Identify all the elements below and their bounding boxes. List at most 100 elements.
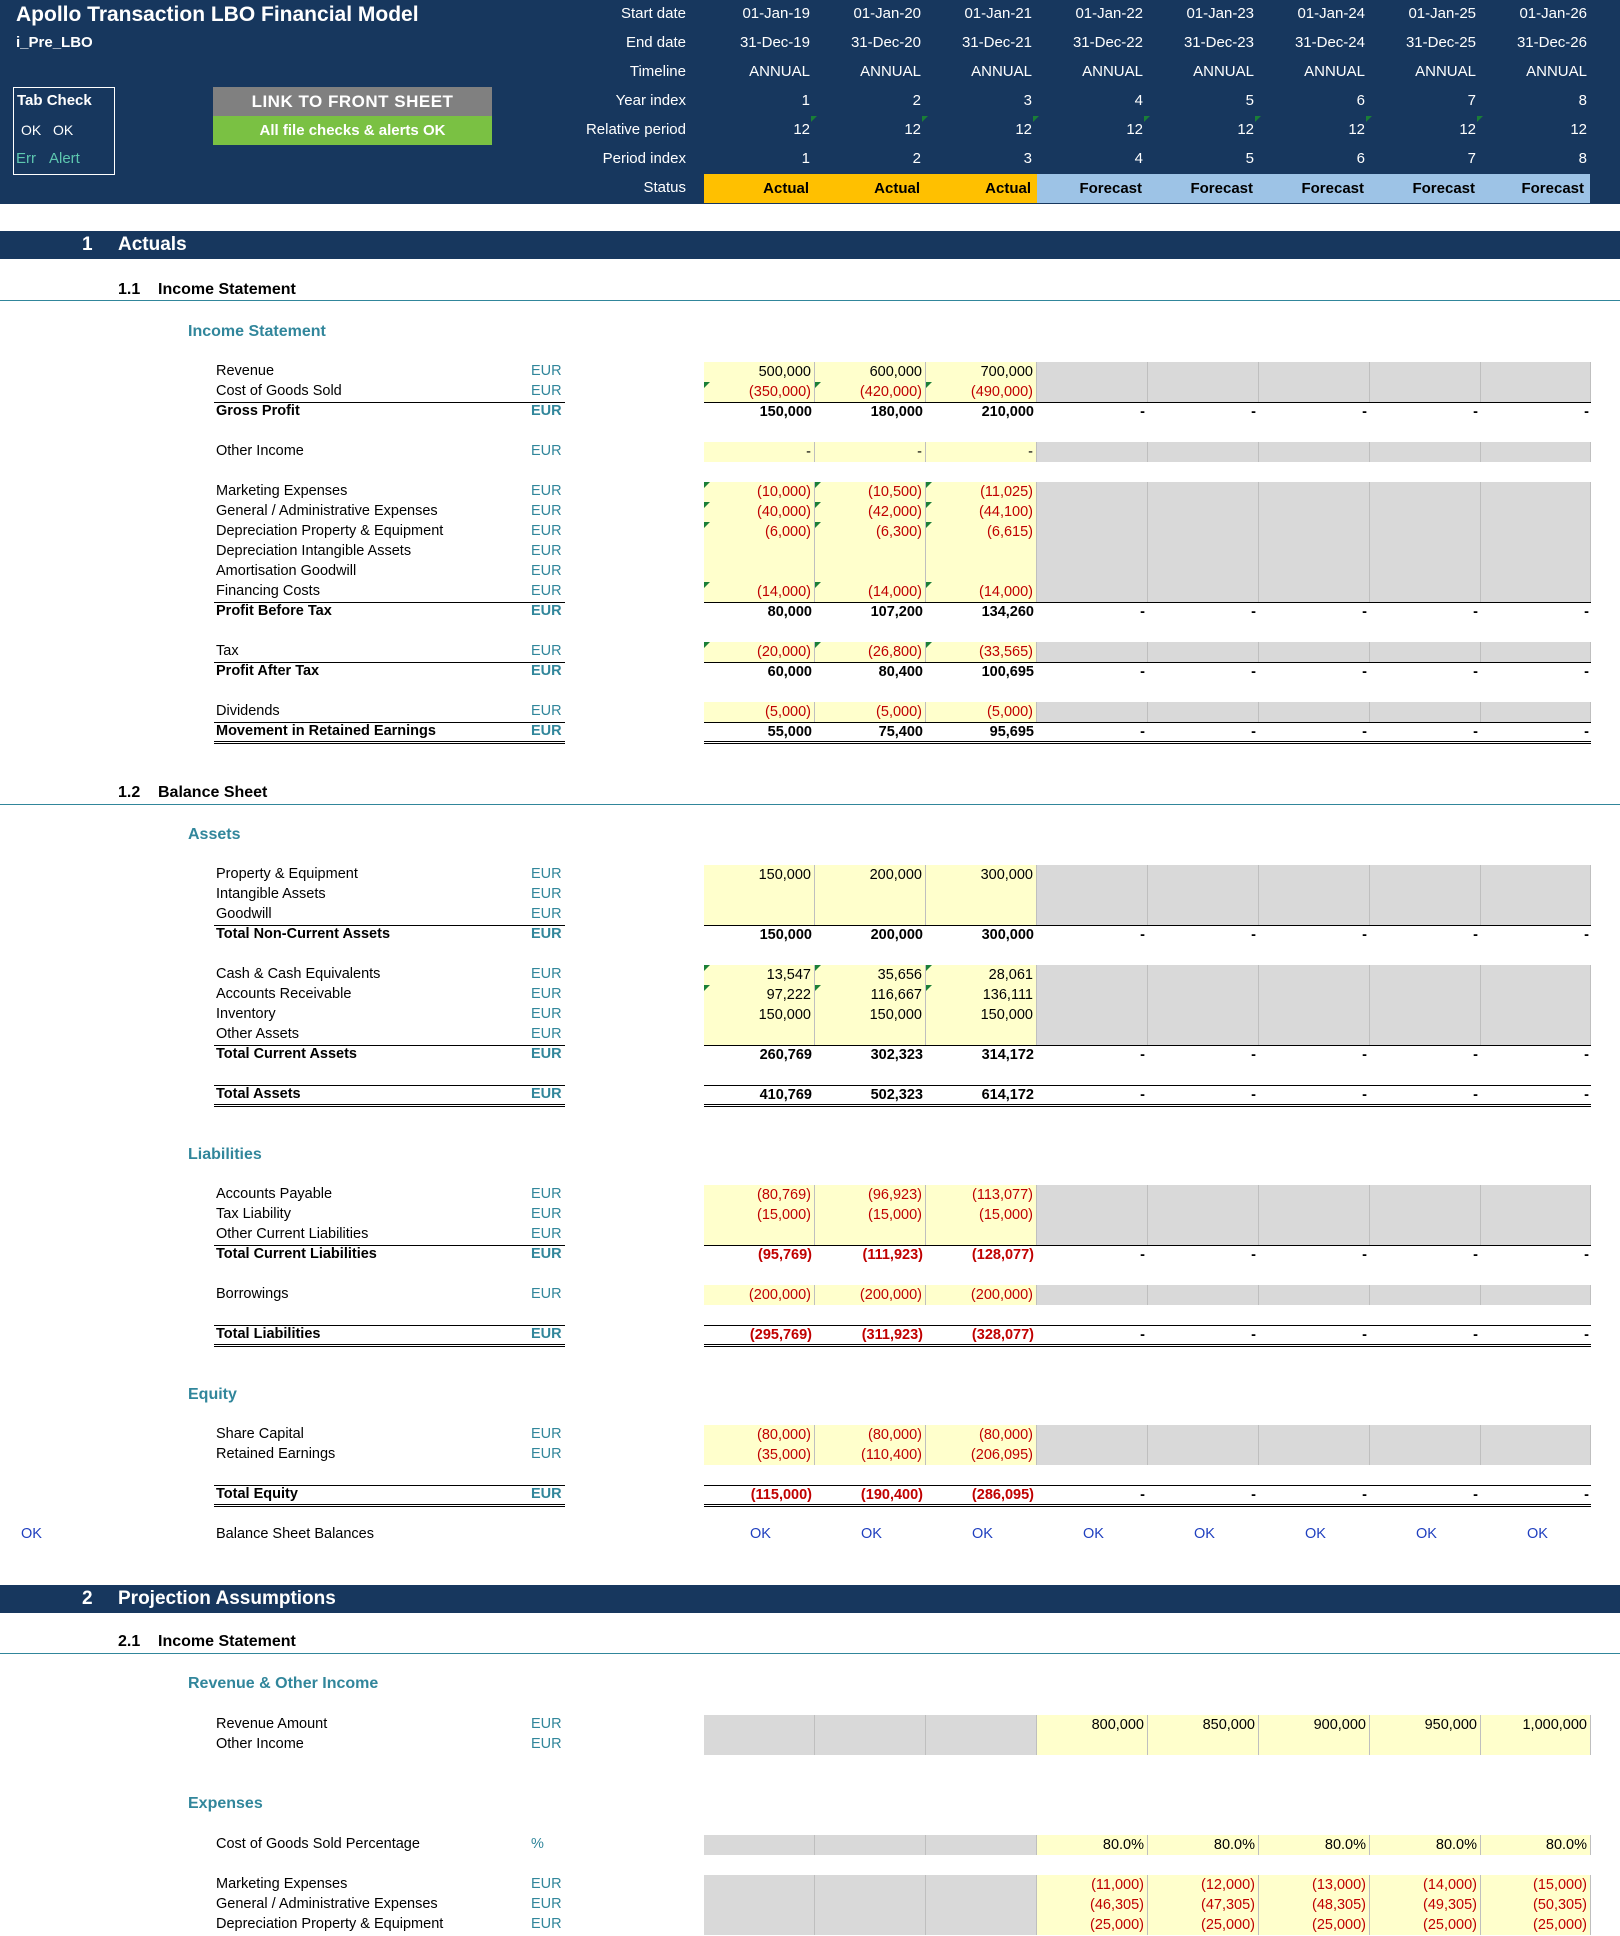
input-cell[interactable]: (110,400) (815, 1445, 926, 1465)
input-cell[interactable]: (47,305) (1148, 1895, 1259, 1915)
input-cell[interactable]: (40,000) (704, 502, 815, 522)
input-cell[interactable]: (14,000) (1370, 1875, 1481, 1895)
input-cell[interactable]: (10,500) (815, 482, 926, 502)
input-cell[interactable]: 80.0% (1370, 1835, 1481, 1855)
input-cell[interactable] (1481, 1735, 1591, 1755)
input-cell[interactable] (815, 885, 926, 905)
input-cell[interactable]: 28,061 (926, 965, 1037, 985)
input-cell[interactable]: (10,000) (704, 482, 815, 502)
input-cell[interactable]: (15,000) (926, 1205, 1037, 1225)
input-cell[interactable] (926, 905, 1037, 925)
input-cell[interactable] (704, 905, 815, 925)
input-cell[interactable]: (350,000) (704, 382, 815, 402)
input-cell[interactable]: (80,000) (704, 1425, 815, 1445)
input-cell[interactable]: 300,000 (926, 865, 1037, 885)
input-cell[interactable]: (12,000) (1148, 1875, 1259, 1895)
input-cell[interactable] (1370, 1735, 1481, 1755)
input-cell[interactable]: (5,000) (926, 702, 1037, 722)
input-cell[interactable] (926, 1025, 1037, 1045)
input-cell[interactable]: (113,077) (926, 1185, 1037, 1205)
input-cell[interactable]: (25,000) (1148, 1915, 1259, 1935)
input-cell[interactable]: 97,222 (704, 985, 815, 1005)
input-cell[interactable] (926, 542, 1037, 562)
input-cell[interactable]: 136,111 (926, 985, 1037, 1005)
input-cell[interactable]: (420,000) (815, 382, 926, 402)
input-cell[interactable]: (5,000) (815, 702, 926, 722)
input-cell[interactable]: (15,000) (704, 1205, 815, 1225)
input-cell[interactable]: (200,000) (815, 1285, 926, 1305)
input-cell[interactable]: (80,769) (704, 1185, 815, 1205)
input-cell[interactable] (926, 1225, 1037, 1245)
input-cell[interactable]: (14,000) (815, 582, 926, 602)
input-cell[interactable]: (25,000) (1370, 1915, 1481, 1935)
input-cell[interactable]: (48,305) (1259, 1895, 1370, 1915)
input-cell[interactable]: (14,000) (704, 582, 815, 602)
input-cell[interactable]: 700,000 (926, 362, 1037, 382)
input-cell[interactable]: (25,000) (1037, 1915, 1148, 1935)
input-cell[interactable]: (33,565) (926, 642, 1037, 662)
input-cell[interactable]: (80,000) (815, 1425, 926, 1445)
input-cell[interactable]: 950,000 (1370, 1715, 1481, 1735)
input-cell[interactable]: (6,000) (704, 522, 815, 542)
input-cell[interactable]: (42,000) (815, 502, 926, 522)
input-cell[interactable] (1259, 1735, 1370, 1755)
input-cell[interactable]: 150,000 (815, 1005, 926, 1025)
input-cell[interactable] (926, 562, 1037, 582)
input-cell[interactable] (1037, 1735, 1148, 1755)
input-cell[interactable]: 116,667 (815, 985, 926, 1005)
link-to-front-sheet-button[interactable]: LINK TO FRONT SHEET (213, 87, 492, 116)
input-cell[interactable] (815, 1025, 926, 1045)
input-cell[interactable]: (25,000) (1259, 1915, 1370, 1935)
input-cell[interactable] (704, 542, 815, 562)
input-cell[interactable]: 80.0% (1481, 1835, 1591, 1855)
input-cell[interactable] (704, 885, 815, 905)
input-cell[interactable]: (96,923) (815, 1185, 926, 1205)
input-cell[interactable]: - (926, 442, 1037, 462)
input-cell[interactable]: (25,000) (1481, 1915, 1591, 1935)
input-cell[interactable]: (13,000) (1259, 1875, 1370, 1895)
input-cell[interactable]: (80,000) (926, 1425, 1037, 1445)
input-cell[interactable]: (50,305) (1481, 1895, 1591, 1915)
input-cell[interactable]: (11,000) (1037, 1875, 1148, 1895)
input-cell[interactable]: 850,000 (1148, 1715, 1259, 1735)
input-cell[interactable]: 150,000 (926, 1005, 1037, 1025)
input-cell[interactable]: 80.0% (1148, 1835, 1259, 1855)
input-cell[interactable]: 150,000 (704, 1005, 815, 1025)
input-cell[interactable]: (200,000) (926, 1285, 1037, 1305)
input-cell[interactable]: (11,025) (926, 482, 1037, 502)
input-cell[interactable] (815, 905, 926, 925)
input-cell[interactable]: 900,000 (1259, 1715, 1370, 1735)
input-cell[interactable]: (35,000) (704, 1445, 815, 1465)
input-cell[interactable]: (44,100) (926, 502, 1037, 522)
input-cell[interactable]: 80.0% (1037, 1835, 1148, 1855)
input-cell[interactable] (704, 1025, 815, 1045)
input-cell[interactable] (926, 885, 1037, 905)
input-cell[interactable] (704, 1225, 815, 1245)
input-cell[interactable]: (46,305) (1037, 1895, 1148, 1915)
input-cell[interactable]: 600,000 (815, 362, 926, 382)
input-cell[interactable]: 150,000 (704, 865, 815, 885)
input-cell[interactable]: 800,000 (1037, 1715, 1148, 1735)
input-cell[interactable]: (15,000) (815, 1205, 926, 1225)
input-cell[interactable] (1148, 1735, 1259, 1755)
input-cell[interactable]: (49,305) (1370, 1895, 1481, 1915)
input-cell[interactable]: (15,000) (1481, 1875, 1591, 1895)
input-cell[interactable]: (26,800) (815, 642, 926, 662)
input-cell[interactable]: - (704, 442, 815, 462)
input-cell[interactable]: (20,000) (704, 642, 815, 662)
input-cell[interactable] (815, 562, 926, 582)
input-cell[interactable]: (200,000) (704, 1285, 815, 1305)
input-cell[interactable]: 1,000,000 (1481, 1715, 1591, 1735)
input-cell[interactable]: 13,547 (704, 965, 815, 985)
input-cell[interactable]: (6,300) (815, 522, 926, 542)
input-cell[interactable]: 35,656 (815, 965, 926, 985)
input-cell[interactable]: (6,615) (926, 522, 1037, 542)
input-cell[interactable] (704, 562, 815, 582)
input-cell[interactable]: (490,000) (926, 382, 1037, 402)
input-cell[interactable]: 200,000 (815, 865, 926, 885)
input-cell[interactable] (815, 1225, 926, 1245)
input-cell[interactable]: (206,095) (926, 1445, 1037, 1465)
input-cell[interactable] (815, 542, 926, 562)
input-cell[interactable]: (14,000) (926, 582, 1037, 602)
input-cell[interactable]: 80.0% (1259, 1835, 1370, 1855)
